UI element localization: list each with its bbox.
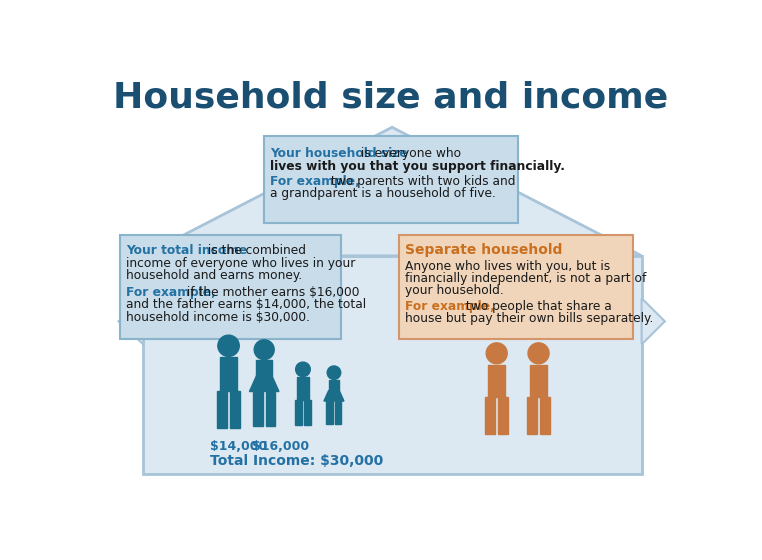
Polygon shape: [324, 390, 344, 401]
Polygon shape: [642, 298, 665, 344]
FancyBboxPatch shape: [253, 391, 263, 426]
Circle shape: [296, 362, 310, 377]
Circle shape: [528, 343, 549, 364]
Text: household income is $30,000.: household income is $30,000.: [126, 310, 310, 324]
FancyBboxPatch shape: [498, 398, 508, 433]
FancyBboxPatch shape: [540, 398, 550, 433]
FancyBboxPatch shape: [230, 391, 241, 427]
Text: For example,: For example,: [405, 300, 495, 312]
Circle shape: [255, 340, 274, 360]
FancyBboxPatch shape: [216, 391, 227, 427]
Text: and the father earns $14,000, the total: and the father earns $14,000, the total: [126, 298, 367, 311]
FancyBboxPatch shape: [326, 401, 333, 424]
Text: house but pay their own bills separately.: house but pay their own bills separately…: [405, 312, 654, 325]
Text: lives with you that you support financially.: lives with you that you support financia…: [271, 160, 565, 172]
Text: is everyone who: is everyone who: [357, 147, 461, 160]
Circle shape: [218, 335, 239, 356]
FancyBboxPatch shape: [335, 401, 341, 424]
FancyBboxPatch shape: [530, 365, 547, 398]
FancyBboxPatch shape: [488, 365, 505, 398]
FancyBboxPatch shape: [266, 391, 275, 426]
Polygon shape: [119, 298, 143, 344]
Text: Anyone who lives with you, but is: Anyone who lives with you, but is: [405, 260, 610, 273]
Text: if the mother earns $16,000: if the mother earns $16,000: [183, 286, 360, 299]
FancyBboxPatch shape: [527, 398, 537, 433]
Text: Household size and income: Household size and income: [113, 81, 668, 115]
Circle shape: [327, 366, 341, 380]
FancyBboxPatch shape: [264, 137, 518, 223]
Text: income of everyone who lives in your: income of everyone who lives in your: [126, 256, 356, 269]
FancyBboxPatch shape: [295, 400, 302, 425]
FancyBboxPatch shape: [120, 235, 341, 339]
Text: household and earns money.: household and earns money.: [126, 269, 303, 282]
FancyBboxPatch shape: [328, 380, 339, 390]
FancyBboxPatch shape: [297, 377, 309, 400]
Text: $14,000: $14,000: [210, 440, 267, 453]
FancyBboxPatch shape: [399, 235, 633, 339]
Text: financially independent, is not a part of: financially independent, is not a part o…: [405, 272, 647, 285]
Text: Your household size: Your household size: [271, 147, 408, 160]
FancyBboxPatch shape: [304, 400, 311, 425]
Text: Total Income: $30,000: Total Income: $30,000: [210, 454, 383, 468]
Text: two parents with two kids and: two parents with two kids and: [327, 175, 515, 188]
FancyBboxPatch shape: [220, 357, 237, 391]
Circle shape: [486, 343, 507, 364]
FancyBboxPatch shape: [143, 256, 642, 474]
Text: two people that share a: two people that share a: [462, 300, 612, 312]
Polygon shape: [249, 376, 279, 391]
Text: For example,: For example,: [271, 175, 360, 188]
Text: For example,: For example,: [126, 286, 216, 299]
Text: a grandparent is a household of five.: a grandparent is a household of five.: [271, 187, 496, 200]
FancyBboxPatch shape: [256, 361, 272, 376]
Text: $16,000: $16,000: [251, 440, 309, 453]
FancyBboxPatch shape: [485, 398, 495, 433]
Polygon shape: [143, 127, 642, 256]
Text: Separate household: Separate household: [405, 242, 562, 256]
Text: is the combined: is the combined: [203, 244, 306, 257]
Text: Your total income: Your total income: [126, 244, 248, 257]
Text: your household.: your household.: [405, 284, 504, 297]
